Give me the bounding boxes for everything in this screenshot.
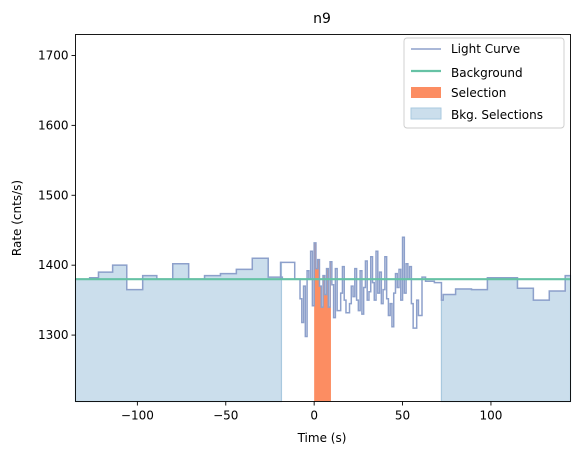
x-tick-label: −100 xyxy=(121,409,154,423)
legend-bkg-selections-label: Bkg. Selections xyxy=(451,108,543,122)
x-tick-label: 0 xyxy=(310,409,318,423)
source-selection-region xyxy=(314,242,331,402)
x-axis: −100 −50 0 50 100 xyxy=(121,401,502,423)
legend: Light Curve Background Selection Bkg. Se… xyxy=(403,37,565,129)
chart-title: n9 xyxy=(313,11,331,27)
light-curve-line xyxy=(75,236,571,338)
legend-bkg-selections-swatch xyxy=(410,107,442,120)
legend-selection-swatch xyxy=(411,87,441,98)
axes-frame xyxy=(75,34,571,402)
y-axis-label: Rate (cnts/s) xyxy=(10,180,24,256)
y-tick-label: 1300 xyxy=(38,328,69,342)
y-tick-label: 1400 xyxy=(38,258,69,272)
bkg-selection-region xyxy=(440,275,572,403)
x-axis-label: Time (s) xyxy=(297,431,347,445)
y-axis: 1300 1400 1500 1600 1700 xyxy=(38,48,76,342)
x-tick-label: 100 xyxy=(479,409,502,423)
x-tick-label: −50 xyxy=(213,409,238,423)
y-tick-label: 1700 xyxy=(38,48,69,62)
y-tick-label: 1600 xyxy=(38,118,69,132)
x-tick-label: 50 xyxy=(395,409,410,423)
y-tick-label: 1500 xyxy=(38,188,69,202)
legend-selection-label: Selection xyxy=(451,86,506,100)
legend-light-curve-label: Light Curve xyxy=(451,42,520,56)
legend-background-label: Background xyxy=(451,66,523,80)
legend-box xyxy=(403,37,565,129)
plot-area xyxy=(74,34,572,403)
